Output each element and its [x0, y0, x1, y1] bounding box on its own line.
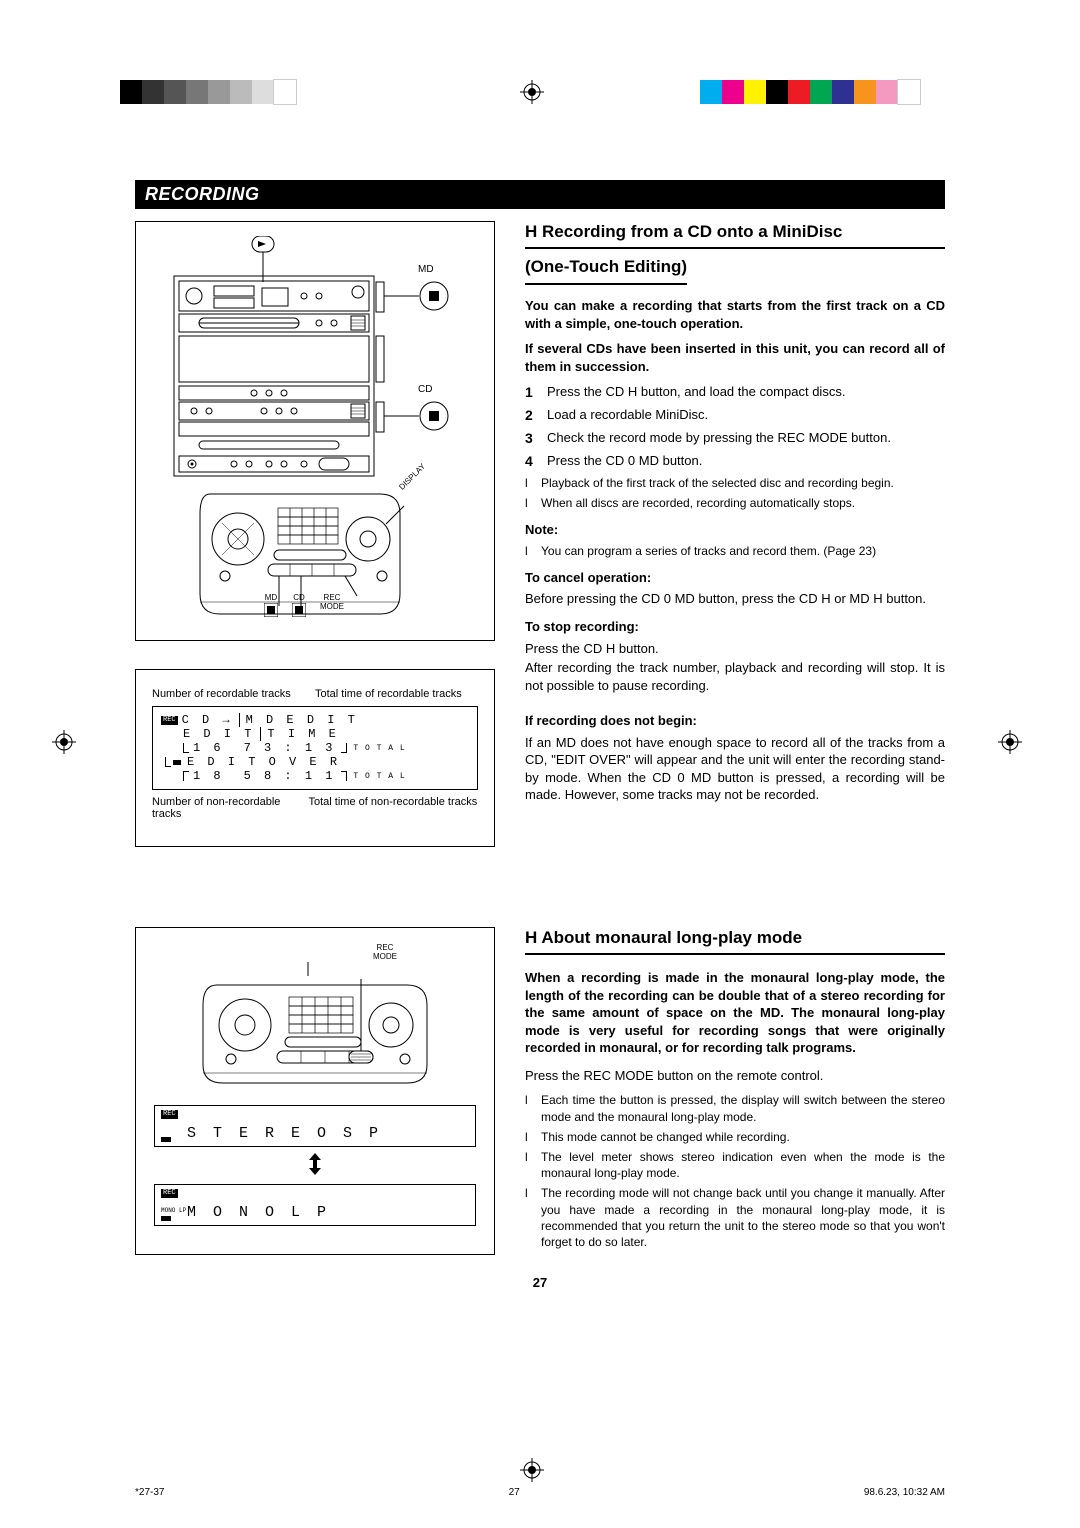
step-item: 2Load a recordable MiniDisc.: [525, 406, 945, 425]
mono-lp-tag: MONO LP: [161, 1207, 186, 1214]
footer-right: 98.6.23, 10:32 AM: [864, 1487, 945, 1498]
section1-steps: 1Press the CD H button, and load the com…: [525, 383, 945, 471]
section2-bullets: lEach time the button is pressed, the di…: [525, 1092, 945, 1250]
step-item: 4Press the CD 0 MD button.: [525, 452, 945, 471]
page-content: RECORDING: [135, 180, 945, 1290]
section-title: RECORDING: [135, 180, 945, 209]
cmyk-colorbar: [700, 80, 920, 104]
section2-text: H About monaural long-play mode When a r…: [525, 927, 945, 1255]
note-bullet-list: lYou can program a series of tracks and …: [525, 543, 945, 559]
cancel-body: Before pressing the CD 0 MD button, pres…: [525, 590, 945, 608]
caption-top-left: Number of recordable tracks: [152, 688, 299, 700]
step-item: 1Press the CD H button, and load the com…: [525, 383, 945, 402]
remote-svg-2: [195, 979, 435, 1089]
footer-center: 27: [509, 1487, 520, 1498]
footer-meta: *27-37 27 98.6.23, 10:32 AM: [135, 1487, 945, 1498]
crosshair-bottom: [520, 1458, 544, 1482]
stop-head: To stop recording:: [525, 618, 945, 636]
crosshair-right: [998, 730, 1022, 754]
section2-line1: Press the REC MODE button on the remote …: [525, 1067, 945, 1085]
step-item: 3Check the record mode by pressing the R…: [525, 429, 945, 448]
section1-sub-bullets: lPlayback of the first track of the sele…: [525, 475, 945, 511]
lcd-line5-total: T O T A L: [353, 772, 405, 781]
section1-title: H Recording from a CD onto a MiniDisc: [525, 221, 945, 249]
md-label: MD: [418, 264, 434, 275]
bullet-item: lEach time the button is pressed, the di…: [525, 1092, 945, 1124]
crosshair-top: [520, 80, 544, 104]
lcd-stereo-text: S T E R E O S P: [161, 1125, 469, 1142]
nobegin-body: If an MD does not have enough space to r…: [525, 734, 945, 804]
lcd-line1-right: M D E D I T: [246, 713, 358, 727]
caption-top-right: Total time of recordable tracks: [315, 688, 478, 700]
lcd-stereo: REC S T E R E O S P: [154, 1105, 476, 1147]
rec-badge: REC: [161, 716, 178, 725]
figure-device-remote: MD CD: [135, 221, 495, 641]
bullet-item: lThe recording mode will not change back…: [525, 1185, 945, 1250]
section2-title: H About monaural long-play mode: [525, 927, 945, 955]
remote-cd-label: CD: [292, 594, 306, 603]
stop-icon: [264, 603, 278, 617]
section1-intro2: If several CDs have been inserted in thi…: [525, 340, 945, 375]
stop-body1: Press the CD H button.: [525, 640, 945, 658]
remote-recmode-label: REC MODE: [320, 594, 344, 612]
note-bullet: You can program a series of tracks and r…: [541, 543, 876, 559]
stop-icon: [292, 603, 306, 617]
lcd-line5-num: 1 8: [193, 769, 224, 783]
section1-title-line1: H Recording from a CD onto a MiniDisc: [525, 222, 842, 241]
lcd-line2-left: E D I T: [183, 727, 254, 741]
caption-bottom-left: Number of non-recordable tracks: [152, 796, 299, 820]
nobegin-head: If recording does not begin:: [525, 712, 945, 730]
lcd-mono-text: M O N O L P: [161, 1204, 469, 1221]
figure-edit-display: Number of recordable tracks Total time o…: [135, 669, 495, 847]
bullet-item: lThis mode cannot be changed while recor…: [525, 1129, 945, 1145]
edit-lcd: REC C D → M D E D I T E D I T T I M E 1 …: [152, 706, 478, 790]
figure-mono-lp: REC MODE: [135, 927, 495, 1255]
page-number: 27: [135, 1275, 945, 1290]
lcd-line5-time: 5 8 : 1 1: [244, 769, 336, 783]
lcd-line3-total: T O T A L: [353, 744, 405, 753]
updown-arrow-icon: [154, 1153, 476, 1178]
lcd-line1-left: C D →: [182, 713, 233, 727]
lcd-line4: E D I T O V E R: [187, 755, 340, 769]
stop-body2: After recording the track number, playba…: [525, 659, 945, 694]
bullet-item: lWhen all discs are recorded, recording …: [525, 495, 945, 511]
lcd-line2-right: T I M E: [267, 727, 338, 741]
section1-title-line2: (One-Touch Editing): [525, 256, 687, 285]
lcd-mono: REC M O N O L P MONO LP: [154, 1184, 476, 1226]
lcd-line3-time: 7 3 : 1 3: [244, 741, 336, 755]
cd-label: CD: [418, 384, 432, 395]
cancel-head: To cancel operation:: [525, 569, 945, 587]
note-label: Note:: [525, 521, 945, 539]
bullet-item: lPlayback of the first track of the sele…: [525, 475, 945, 491]
remote-md-label: MD: [264, 594, 278, 603]
section2-intro: When a recording is made in the monaural…: [525, 969, 945, 1057]
leader-line: [302, 962, 314, 976]
section1-text: H Recording from a CD onto a MiniDisc (O…: [525, 221, 945, 847]
crosshair-left: [52, 730, 76, 754]
section1-intro1: You can make a recording that starts fro…: [525, 297, 945, 332]
caption-bottom-right: Total time of non-recordable tracks: [308, 796, 478, 820]
recmode-label-top: REC MODE: [294, 944, 476, 962]
bullet-item: lThe level meter shows stereo indication…: [525, 1149, 945, 1181]
grayscale-colorbar: [120, 80, 296, 104]
footer-left: *27-37: [135, 1487, 164, 1498]
lcd-line3-num: 1 6: [193, 741, 224, 755]
